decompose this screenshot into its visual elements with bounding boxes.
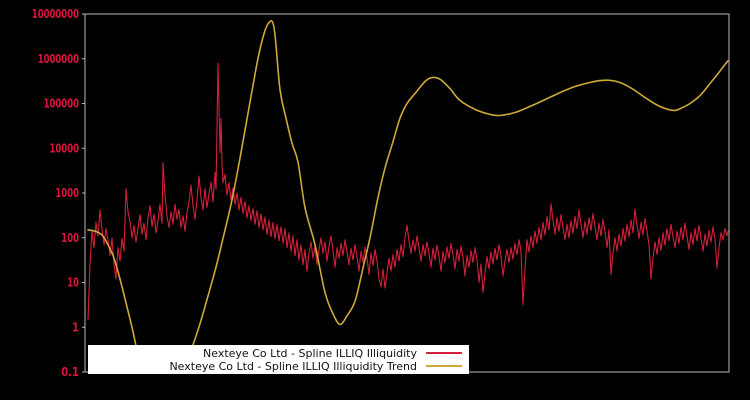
legend-item-illiquidity: Nexteye Co Ltd - Spline ILLIQ Illiquidit… <box>88 347 469 360</box>
y-tick-label: 10000 <box>50 141 80 155</box>
y-tick-label: 100000 <box>44 97 79 111</box>
legend-label-illiquidity: Nexteye Co Ltd - Spline ILLIQ Illiquidit… <box>203 346 417 360</box>
chart-legend: Nexteye Co Ltd - Spline ILLIQ Illiquidit… <box>88 345 469 374</box>
y-tick-label: 1 <box>72 320 79 334</box>
y-tick-label: 0.1 <box>61 365 79 379</box>
legend-label-illiquidity-trend: Nexteye Co Ltd - Spline ILLIQ Illiquidit… <box>169 359 417 373</box>
y-tick-label: 100 <box>61 231 79 245</box>
plot-border <box>84 13 730 373</box>
y-tick-label: 10 <box>67 276 79 290</box>
y-tick-label: 1000000 <box>38 52 79 66</box>
legend-line-sample-illiquidity-trend <box>426 365 462 367</box>
series-line-illiquidity-trend <box>87 19 729 372</box>
y-tick-label: 10000000 <box>32 7 79 21</box>
legend-line-sample-illiquidity <box>426 352 462 354</box>
series-line-illiquidity <box>87 62 729 320</box>
legend-item-illiquidity-trend: Nexteye Co Ltd - Spline ILLIQ Illiquidit… <box>88 360 469 373</box>
y-tick-label: 1000 <box>55 186 79 200</box>
